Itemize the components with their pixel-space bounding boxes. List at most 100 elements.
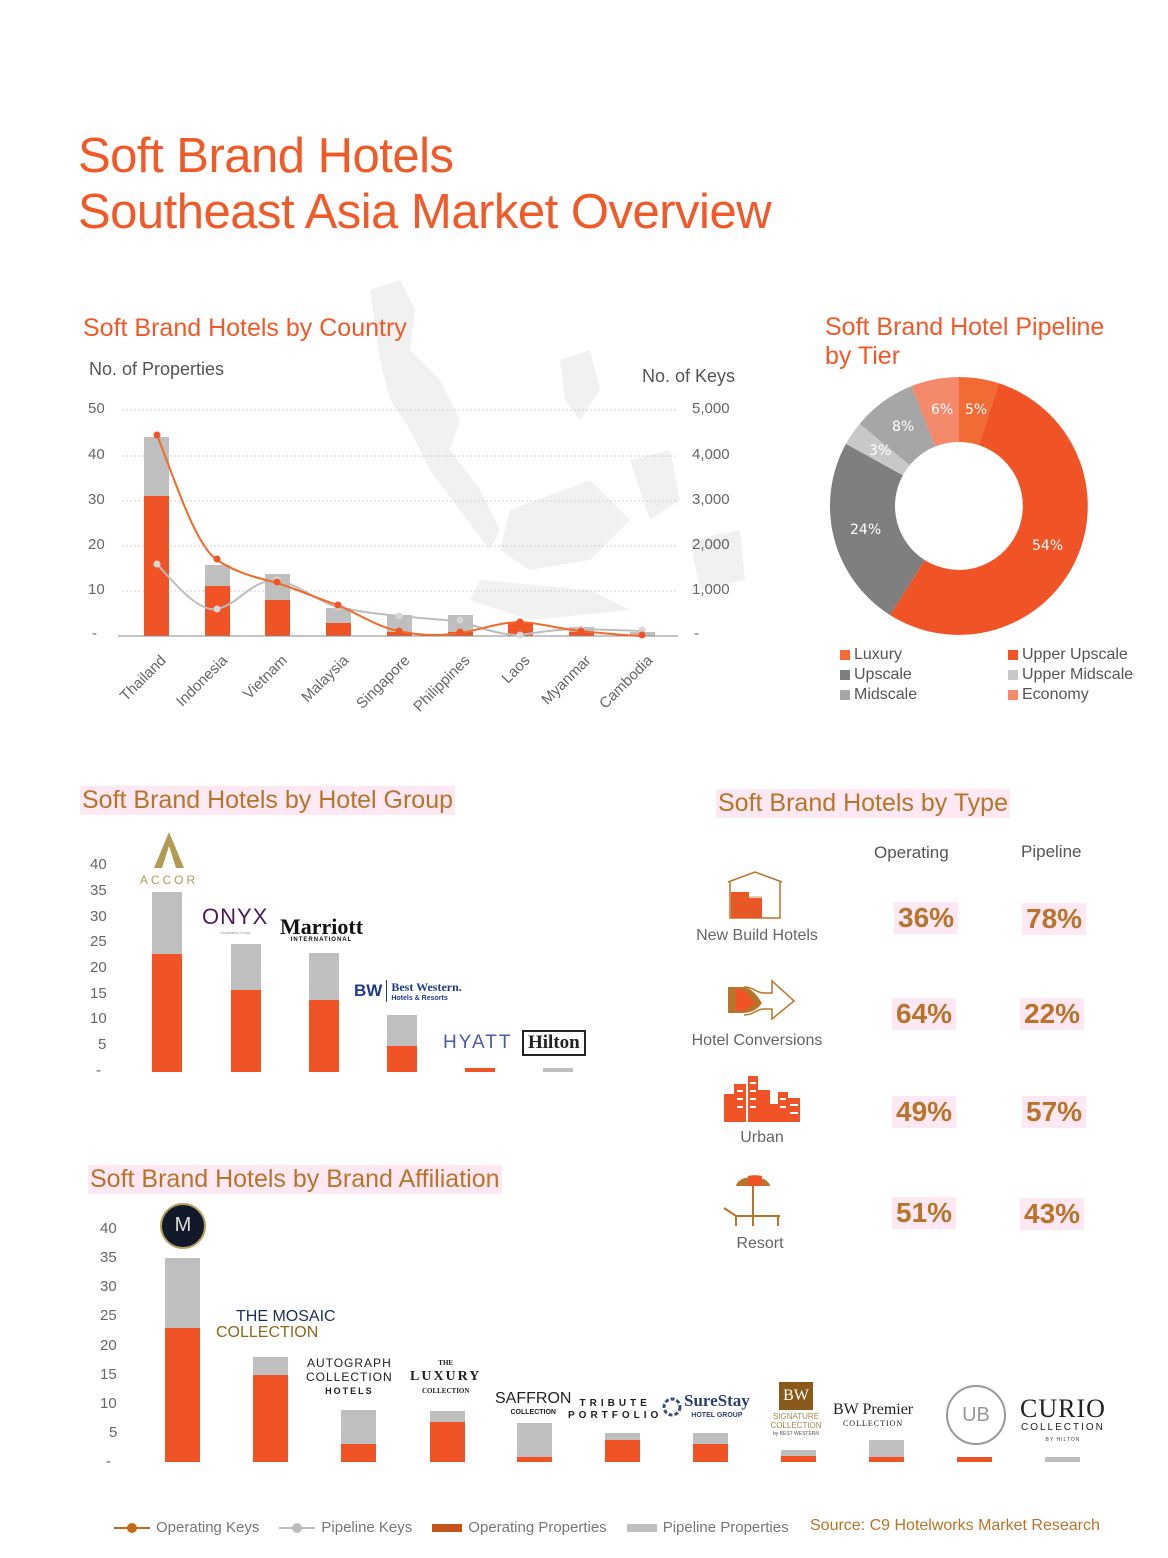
y2-tick: 4,000 <box>692 446 730 463</box>
y-axis-label: No. of Properties <box>89 359 225 379</box>
legend-operating-keys: Operating Keys <box>114 1519 259 1536</box>
bar-luxury-operating <box>430 1422 465 1462</box>
legend-pipeline-keys: Pipeline Keys <box>279 1519 412 1536</box>
y2-tick: 1,000 <box>692 581 730 598</box>
bar-unbound-operating <box>957 1457 992 1462</box>
y2-tick: 2,000 <box>692 536 730 553</box>
legend-pipeline-properties: Pipeline Properties <box>626 1519 789 1536</box>
title-line-1: Soft Brand Hotels <box>78 129 454 183</box>
bar-luxury-pipeline <box>430 1411 465 1422</box>
donut-chart <box>829 376 1088 635</box>
bar-autograph-operating <box>341 1444 376 1462</box>
tribute-logo: TRIBUTE PORTFOLIO <box>568 1398 663 1421</box>
col-pipeline: Pipeline <box>1021 842 1082 861</box>
y2-axis-label: No. of Keys <box>642 366 736 386</box>
resort-operating: 51% <box>892 1197 957 1229</box>
bar-mosaic-pipeline <box>253 1357 288 1375</box>
resort-pipeline: 43% <box>1020 1198 1085 1230</box>
y2-tick: 5,000 <box>692 400 730 417</box>
y-tick: 20 <box>100 1337 117 1354</box>
y-tick: - <box>106 1453 111 1470</box>
type-label-resort: Resort <box>736 1235 784 1252</box>
type-title: Soft Brand Hotels by Type <box>716 789 1010 818</box>
legend-upscale: Upscale <box>840 666 1008 684</box>
accor-icon <box>154 832 184 868</box>
bar-mgallery-pipeline <box>165 1258 200 1328</box>
slice-label-upper-upscale: 54% <box>1032 538 1064 554</box>
y-tick: 10 <box>90 1010 107 1027</box>
y-tick: 35 <box>90 882 107 899</box>
urban-pipeline: 57% <box>1022 1096 1087 1128</box>
y-tick: 40 <box>100 1220 117 1237</box>
bar-accor-operating <box>152 954 182 1072</box>
source-note: Source: C9 Hotelworks Market Research <box>810 1517 1100 1534</box>
y2-tick: - <box>694 625 699 642</box>
y-tick: 35 <box>100 1249 117 1266</box>
bar-saffron-operating <box>517 1457 552 1462</box>
surestay-logo: SureStay HOTEL GROUP <box>662 1392 750 1422</box>
pipeline-properties-swatch-icon <box>626 1523 657 1532</box>
y-tick: 25 <box>100 1307 117 1324</box>
y-tick: 20 <box>90 959 107 976</box>
beach-umbrella-icon <box>723 1175 780 1226</box>
bar-mgallery-operating <box>165 1328 200 1462</box>
tier-chart-title: Soft Brand Hotel Pipeline by Tier <box>825 313 1105 370</box>
bar-bwpremier-pipeline <box>869 1440 904 1457</box>
tier-legend: Luxury Upper Upscale Upscale Upper Midsc… <box>840 646 1160 704</box>
bar-bestwestern-operating <box>387 1046 417 1072</box>
slice-label-upper-midscale: 3% <box>869 443 892 459</box>
slice-label-upscale: 24% <box>850 522 882 538</box>
conversions-pipeline: 22% <box>1020 998 1085 1030</box>
bestwestern-logo: BW Best Western. Hotels & Resorts <box>354 980 462 1002</box>
legend-midscale: Midscale <box>840 686 1008 704</box>
mgallery-logo: M <box>160 1203 206 1249</box>
mosaic-logo: THE MOSAIC COLLECTION <box>216 1308 336 1341</box>
legend-upper-midscale: Upper Midscale <box>1008 666 1168 684</box>
country-chart: Soft Brand Hotels by Country No. of Prop… <box>0 0 760 740</box>
hotel-group-title: Soft Brand Hotels by Hotel Group <box>80 786 456 815</box>
legend-luxury: Luxury <box>840 646 1008 664</box>
urban-operating: 49% <box>892 1096 957 1128</box>
y-tick: 10 <box>88 581 105 598</box>
y-tick: - <box>92 625 97 642</box>
bw-premier-logo: BW Premier COLLECTION <box>833 1401 914 1429</box>
surestay-icon <box>662 1397 682 1417</box>
legend-operating-properties: Operating Properties <box>432 1519 607 1536</box>
y-tick: 5 <box>98 1036 107 1053</box>
bw-signature-logo: BW SIGNATURE COLLECTION by BEST WESTERN <box>768 1382 824 1439</box>
marriott-logo: Marriott INTERNATIONAL <box>280 914 364 943</box>
y-tick: 40 <box>88 446 105 463</box>
southeast-asia-map-icon <box>370 280 745 620</box>
operating-keys-swatch-icon <box>114 1522 150 1533</box>
y2-tick: 3,000 <box>692 491 730 508</box>
y-tick: - <box>96 1062 101 1079</box>
bar-mosaic-operating <box>253 1375 288 1462</box>
bar-tribute-operating <box>605 1440 640 1462</box>
brick-house-icon <box>727 871 783 919</box>
country-plot-area <box>118 409 678 639</box>
tier-chart: Soft Brand Hotel Pipeline by Tier 5% 54%… <box>800 300 1160 720</box>
new-build-pipeline: 78% <box>1022 903 1087 935</box>
hilton-logo: Hilton <box>522 1030 586 1056</box>
y-tick: 25 <box>90 933 107 950</box>
country-chart-title: Soft Brand Hotels by Country <box>83 314 407 342</box>
y-tick: 5 <box>109 1424 118 1441</box>
page-title: Soft Brand Hotels Southeast Asia Market … <box>78 128 772 240</box>
bar-bwsignature-pipeline <box>781 1450 816 1456</box>
saffron-logo: SAFFRON COLLECTION <box>495 1390 572 1417</box>
y-tick: 30 <box>100 1278 117 1295</box>
y-tick: 15 <box>90 985 107 1002</box>
brand-affiliation-chart: Soft Brand Hotels by Brand Affiliation 4… <box>0 1160 1168 1480</box>
legend-upper-upscale: Upper Upscale <box>1008 646 1168 664</box>
legend-economy: Economy <box>1008 686 1168 704</box>
accor-logo: ACCOR <box>136 832 202 887</box>
type-label-new-build: New Build Hotels <box>696 927 818 944</box>
pipeline-keys-swatch-icon <box>279 1522 316 1533</box>
conversion-arrow-icon <box>728 979 796 1021</box>
bar-marriott-pipeline <box>309 953 339 1000</box>
slice-label-midscale: 8% <box>892 419 915 435</box>
bar-bwpremier-operating <box>869 1457 904 1462</box>
y-tick: 30 <box>90 908 107 925</box>
luxury-collection-logo: THE LUXURY COLLECTION <box>410 1359 482 1395</box>
bar-surestay-pipeline <box>693 1433 728 1444</box>
